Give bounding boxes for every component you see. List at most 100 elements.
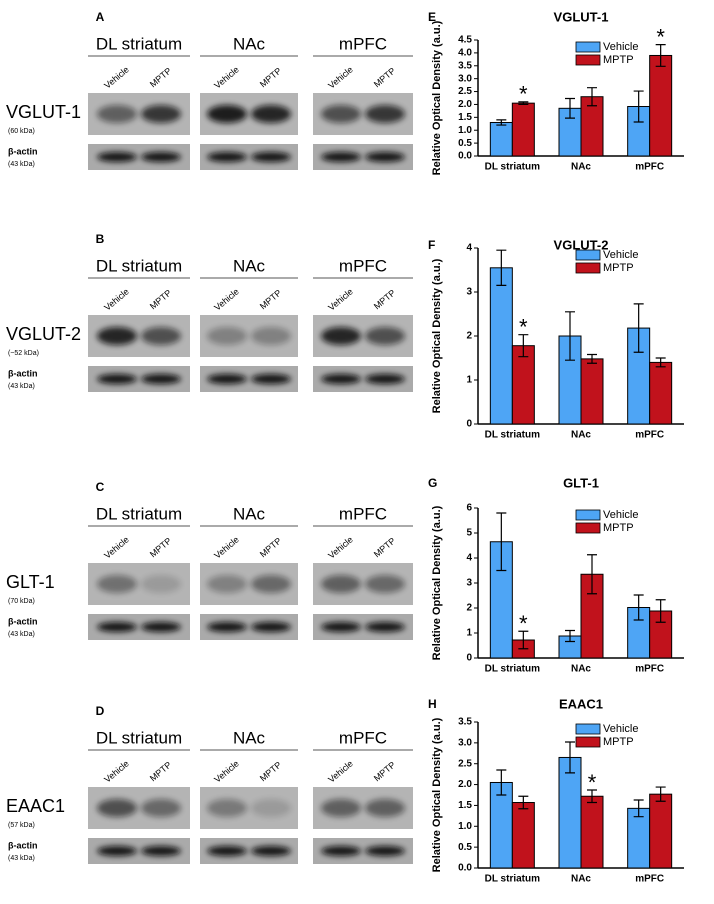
lane-label: Vehicle <box>102 286 131 312</box>
y-tick-label: 3.5 <box>458 60 472 71</box>
blot-band <box>141 846 181 856</box>
legend-label: Vehicle <box>603 249 638 261</box>
protein-kda: (~52 kDa) <box>8 350 39 357</box>
y-tick-label: 4.0 <box>458 48 472 59</box>
blot-band <box>207 105 247 123</box>
y-tick-label: 1 <box>466 628 472 639</box>
error-bar <box>655 44 666 67</box>
blot-band <box>321 374 361 384</box>
bar <box>489 121 513 157</box>
y-axis-label: Relative Optical Density (a.u.) <box>431 717 443 872</box>
lane-label: Vehicle <box>212 286 241 312</box>
legend-label: Vehicle <box>603 41 638 53</box>
lane-label: Vehicle <box>212 534 241 560</box>
y-tick-label: 1.0 <box>458 821 472 832</box>
panel-letter: H <box>428 697 437 711</box>
bar <box>511 802 535 869</box>
x-tick-label: NAc <box>571 874 591 885</box>
error-bar <box>565 97 575 119</box>
group-title: NAc <box>233 728 266 747</box>
blot-band <box>251 846 291 856</box>
loading-name: β-actin <box>8 368 38 378</box>
y-tick-label: 3 <box>466 287 472 298</box>
blot-band <box>97 374 137 384</box>
bar <box>627 807 651 869</box>
error-bar <box>587 789 597 804</box>
blot-band <box>251 152 291 162</box>
blot-band <box>141 152 181 162</box>
x-tick-label: mPFC <box>635 874 664 885</box>
panel-letter: E <box>428 10 436 24</box>
legend-swatch <box>575 723 601 735</box>
significance-mark: * <box>519 314 528 339</box>
blot-band <box>141 374 181 384</box>
protein-name: GLT-1 <box>6 572 55 592</box>
error-bar <box>518 630 529 650</box>
error-bar <box>655 786 666 802</box>
error-bar <box>518 795 529 810</box>
bar <box>649 54 673 157</box>
bar <box>489 267 513 425</box>
y-axis-label: Relative Optical Density (a.u.) <box>431 20 443 175</box>
legend-swatch <box>575 262 601 274</box>
protein-name: VGLUT-1 <box>6 102 81 122</box>
y-tick-label: 2.5 <box>458 86 472 97</box>
group-title: NAc <box>233 34 266 53</box>
blot-band <box>251 622 291 632</box>
y-tick-label: 0.0 <box>458 863 472 874</box>
legend-label: Vehicle <box>603 509 638 521</box>
error-bar <box>496 249 507 286</box>
y-tick-label: 4 <box>466 553 472 564</box>
x-tick-label: DL striatum <box>485 874 540 885</box>
lane-label: Vehicle <box>212 758 241 784</box>
blot-band <box>141 327 181 345</box>
legend-label: MPTP <box>603 736 634 748</box>
x-tick-label: DL striatum <box>485 664 540 675</box>
y-tick-label: 0 <box>466 419 472 430</box>
significance-mark: * <box>656 24 665 49</box>
chart-title: VGLUT-2 <box>554 237 609 252</box>
legend-swatch <box>575 249 601 261</box>
lane-label: MPTP <box>148 760 174 784</box>
panel-letter: D <box>96 704 105 718</box>
blot-band <box>251 105 291 123</box>
legend-label: Vehicle <box>603 723 638 735</box>
blot-band <box>141 622 181 632</box>
protein-kda: (70 kDa) <box>8 598 35 605</box>
blot-band <box>321 152 361 162</box>
error-bar <box>633 799 644 818</box>
x-tick-label: mPFC <box>635 162 664 173</box>
chart-title: EAAC1 <box>559 696 603 711</box>
y-tick-label: 3 <box>466 578 472 589</box>
group-title: NAc <box>233 256 266 275</box>
loading-name: β-actin <box>8 840 38 850</box>
legend-label: MPTP <box>603 262 634 274</box>
protein-kda: (60 kDa) <box>8 128 35 135</box>
significance-mark: * <box>519 82 528 107</box>
loading-kda: (43 kDa) <box>8 161 35 168</box>
blot-band <box>251 327 291 345</box>
legend-label: MPTP <box>603 54 634 66</box>
y-tick-label: 0.5 <box>458 138 472 149</box>
y-tick-label: 2.0 <box>458 99 472 110</box>
legend-label: MPTP <box>603 522 634 534</box>
error-bar <box>565 741 575 774</box>
x-tick-label: NAc <box>571 162 591 173</box>
blot-band <box>251 799 291 817</box>
x-tick-label: DL striatum <box>485 430 540 441</box>
error-bar <box>587 87 597 107</box>
blot-band <box>365 105 405 123</box>
panel-letter: B <box>96 232 105 246</box>
lane-label: MPTP <box>372 66 398 90</box>
blot-band <box>365 799 405 817</box>
chart-title: VGLUT-1 <box>554 9 609 24</box>
y-tick-label: 1.5 <box>458 112 472 123</box>
blot-band <box>251 575 291 593</box>
y-tick-label: 3.0 <box>458 73 472 84</box>
blot-band <box>365 622 405 632</box>
y-axis-label: Relative Optical Density (a.u.) <box>431 505 443 660</box>
y-tick-label: 1 <box>466 375 472 386</box>
lane-label: Vehicle <box>326 64 355 90</box>
chart-title: GLT-1 <box>563 475 599 490</box>
group-title: DL striatum <box>96 256 182 275</box>
